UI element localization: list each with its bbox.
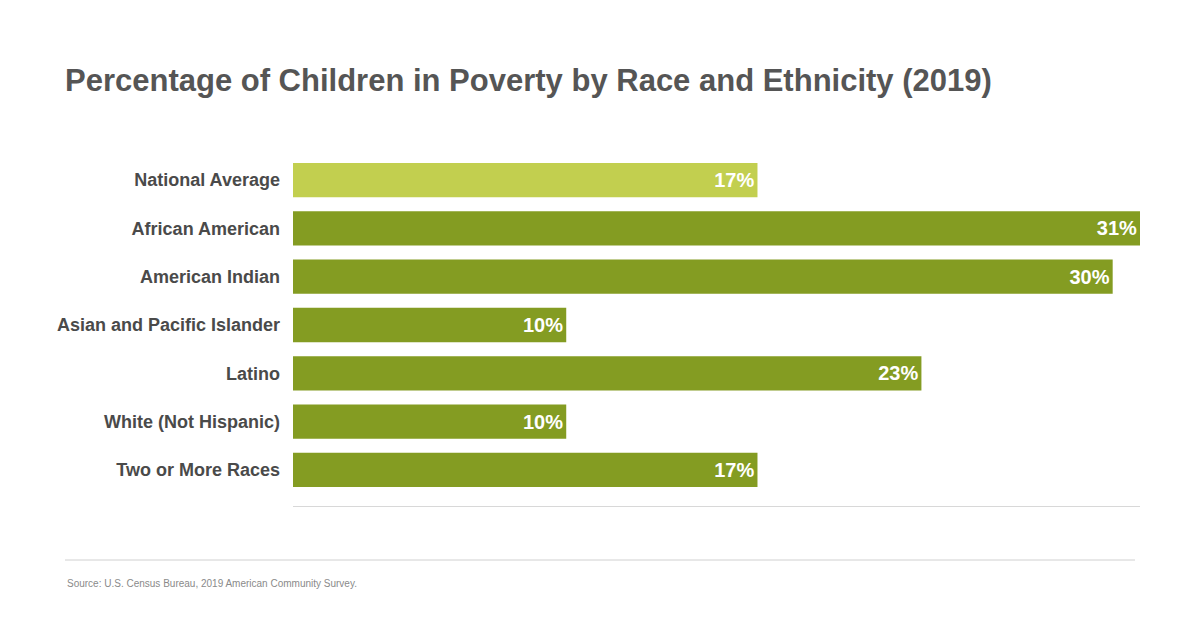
svg-text:National Average: National Average bbox=[134, 170, 280, 190]
svg-text:17%: 17% bbox=[714, 169, 754, 191]
svg-text:African American: African American bbox=[132, 219, 280, 239]
svg-text:30%: 30% bbox=[1069, 266, 1109, 288]
svg-text:31%: 31% bbox=[1097, 217, 1137, 239]
svg-text:10%: 10% bbox=[523, 411, 563, 433]
svg-text:American Indian: American Indian bbox=[140, 267, 280, 287]
svg-text:23%: 23% bbox=[878, 362, 918, 384]
svg-text:Latino: Latino bbox=[226, 364, 280, 384]
svg-text:Two or More Races: Two or More Races bbox=[116, 460, 280, 480]
svg-text:Asian and Pacific Islander: Asian and Pacific Islander bbox=[57, 315, 280, 335]
svg-text:17%: 17% bbox=[714, 459, 754, 481]
svg-text:White (Not Hispanic): White (Not Hispanic) bbox=[104, 412, 280, 432]
svg-text:Percentage of Children in Pove: Percentage of Children in Poverty by Rac… bbox=[65, 63, 992, 98]
svg-text:Source: U.S. Census Bureau, 20: Source: U.S. Census Bureau, 2019 America… bbox=[67, 578, 357, 589]
svg-text:10%: 10% bbox=[523, 314, 563, 336]
